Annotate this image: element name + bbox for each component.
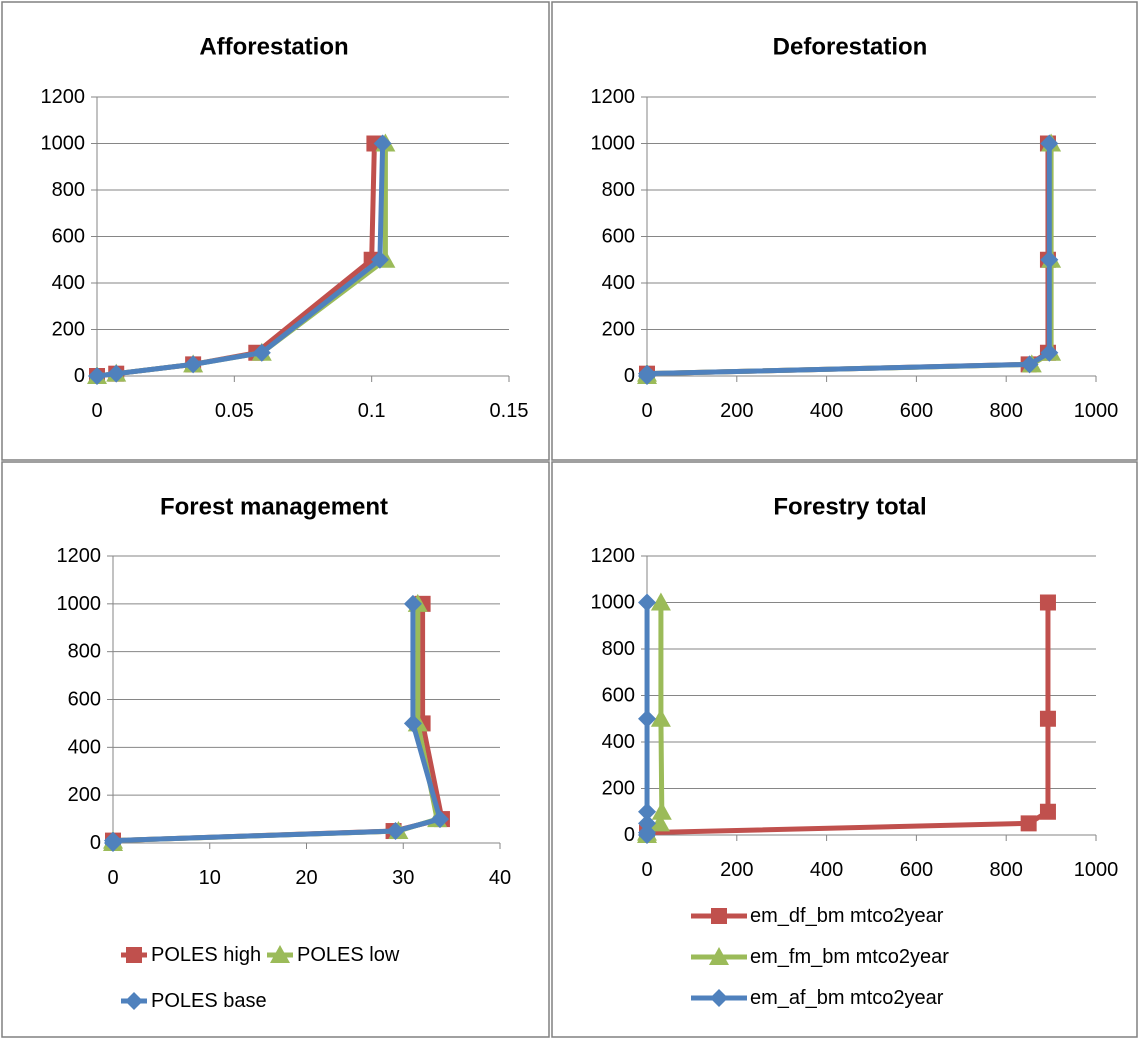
y-tick-label: 400	[602, 731, 635, 753]
y-tick-label: 400	[52, 272, 85, 294]
chart-title: Forestry total	[773, 494, 926, 521]
y-tick-label: 800	[602, 179, 635, 201]
chart-panel-1: Afforestation 0 200 400 600 800 1000 1200 0 0.05 0…	[2, 2, 549, 460]
chart-title: Afforestation	[199, 34, 348, 61]
y-tick-label: 200	[602, 319, 635, 341]
x-tick-label: 40	[489, 867, 511, 889]
x-tick-label: 600	[900, 859, 933, 881]
y-tick-label: 0	[74, 365, 85, 387]
legend-label: POLES high	[151, 944, 261, 966]
x-tick-label: 0	[641, 400, 652, 422]
y-tick-label: 0	[90, 832, 101, 854]
data-point	[1040, 804, 1056, 820]
y-tick-label: 0	[624, 824, 635, 846]
y-tick-label: 600	[68, 689, 101, 711]
x-tick-label: 0	[91, 400, 102, 422]
chart-panel-3: Forest management 0 200 400 600 800 1000 1200 0 1…	[2, 462, 549, 1037]
chart-panel-2: Deforestation 0 200 400 600 800 1000 1200 0 200 40…	[552, 2, 1137, 460]
y-tick-label: 200	[52, 319, 85, 341]
y-tick-label: 1200	[41, 86, 86, 108]
y-tick-label: 600	[52, 226, 85, 248]
y-tick-label: 400	[602, 272, 635, 294]
legend-label: em_fm_bm mtco2year	[750, 946, 949, 968]
x-tick-label: 20	[295, 867, 317, 889]
y-tick-label: 600	[602, 685, 635, 707]
y-tick-label: 1000	[591, 133, 636, 155]
x-tick-label: 200	[720, 400, 753, 422]
x-tick-label: 0	[107, 867, 118, 889]
y-tick-label: 400	[68, 736, 101, 758]
chart-title: Forest management	[160, 494, 388, 521]
chart-title: Deforestation	[773, 34, 928, 61]
x-tick-label: 10	[199, 867, 221, 889]
legend-label: POLES low	[297, 944, 400, 966]
y-tick-label: 1000	[591, 592, 636, 614]
y-tick-label: 1000	[41, 133, 86, 155]
x-tick-label: 200	[720, 859, 753, 881]
legend-marker	[711, 908, 727, 924]
x-tick-label: 30	[392, 867, 414, 889]
x-tick-label: 0.15	[490, 400, 529, 422]
x-tick-label: 800	[990, 400, 1023, 422]
data-point	[1040, 595, 1056, 611]
data-point	[1040, 711, 1056, 727]
y-tick-label: 200	[68, 784, 101, 806]
legend-label: em_df_bm mtco2year	[750, 905, 944, 927]
data-point	[1021, 815, 1037, 831]
y-tick-label: 800	[602, 638, 635, 660]
x-tick-label: 0.1	[358, 400, 386, 422]
x-tick-label: 400	[810, 400, 843, 422]
x-tick-label: 0.05	[215, 400, 254, 422]
y-tick-label: 1000	[57, 593, 102, 615]
y-tick-label: 1200	[591, 545, 636, 567]
y-tick-label: 600	[602, 226, 635, 248]
chart-panel-4: Forestry total 0 200 400 600 800 1000 1200 0 200 4…	[552, 462, 1137, 1037]
x-tick-label: 1000	[1074, 400, 1119, 422]
y-tick-label: 200	[602, 778, 635, 800]
y-tick-label: 800	[52, 179, 85, 201]
legend-label: em_af_bm mtco2year	[750, 987, 944, 1009]
x-tick-label: 600	[900, 400, 933, 422]
x-tick-label: 400	[810, 859, 843, 881]
legend-label: POLES base	[151, 990, 267, 1012]
legend-marker	[126, 947, 142, 963]
y-tick-label: 800	[68, 641, 101, 663]
x-tick-label: 0	[641, 859, 652, 881]
x-tick-label: 800	[990, 859, 1023, 881]
y-tick-label: 0	[624, 365, 635, 387]
x-tick-label: 1000	[1074, 859, 1119, 881]
y-tick-label: 1200	[591, 86, 636, 108]
y-tick-label: 1200	[57, 545, 102, 567]
